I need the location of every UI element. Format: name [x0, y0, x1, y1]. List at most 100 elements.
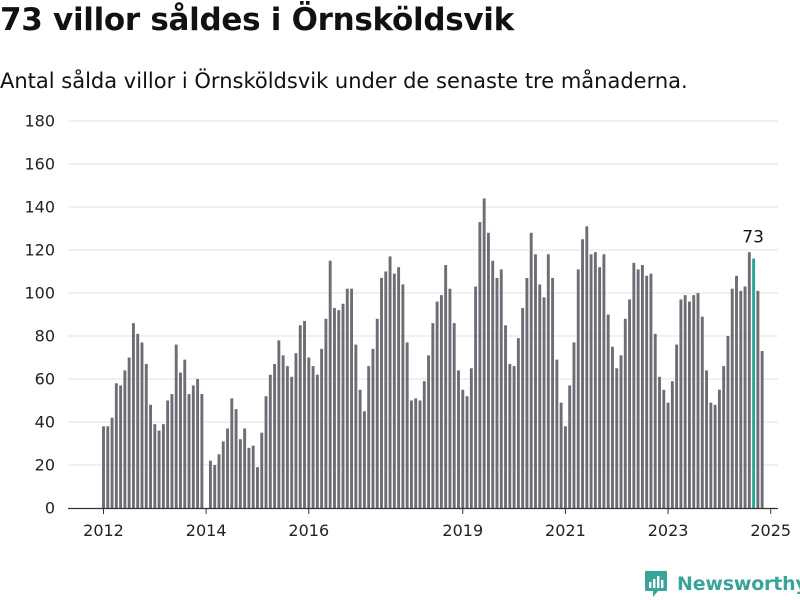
- bar: [371, 348, 375, 508]
- bar: [362, 411, 366, 508]
- bar: [700, 316, 704, 508]
- bar: [127, 357, 131, 508]
- bar: [735, 275, 738, 508]
- y-tick-label: 40: [35, 413, 55, 432]
- x-tick-label: 2016: [288, 521, 329, 540]
- bar: [174, 344, 178, 508]
- y-tick-label: 60: [35, 370, 55, 389]
- bar: [743, 286, 747, 508]
- x-tick-label: 2025: [750, 521, 791, 540]
- bar: [414, 398, 418, 508]
- bar: [320, 348, 324, 508]
- bar: [653, 333, 657, 508]
- x-tick-label: 2019: [442, 521, 483, 540]
- bar: [628, 299, 632, 508]
- bar: [615, 368, 619, 508]
- page-subtitle: Antal sålda villor i Örnsköldsvik under …: [0, 69, 688, 93]
- bar: [709, 402, 713, 508]
- bar: [315, 374, 319, 508]
- bar: [606, 314, 610, 508]
- y-tick-label: 180: [24, 112, 55, 131]
- x-tick-label: 2023: [648, 521, 689, 540]
- bar: [645, 275, 649, 508]
- bar: [303, 320, 306, 508]
- bar: [658, 376, 661, 508]
- brand-logo[interactable]: Newsworthy: [644, 569, 800, 599]
- bar: [675, 344, 679, 508]
- bar: [153, 424, 157, 508]
- bar: [187, 394, 191, 508]
- bar: [367, 366, 371, 508]
- bar: [705, 370, 709, 508]
- bar: [294, 353, 298, 508]
- bar: [170, 394, 174, 508]
- bar: [290, 376, 294, 508]
- bar: [474, 286, 478, 508]
- bar: [465, 396, 469, 508]
- bar: [217, 454, 221, 508]
- bar: [136, 333, 140, 508]
- bar: [183, 359, 187, 508]
- bar: [418, 400, 422, 508]
- bar: [670, 381, 674, 508]
- bar: [692, 295, 696, 508]
- bar: [281, 355, 285, 508]
- bar: [623, 318, 627, 508]
- bar: [662, 389, 666, 508]
- bar: [568, 385, 572, 508]
- y-tick-label: 160: [24, 155, 55, 174]
- bar: [730, 288, 734, 508]
- bar: [632, 262, 636, 508]
- bar: [149, 404, 152, 508]
- bar: [666, 402, 670, 508]
- page-title: 73 villor såldes i Örnsköldsvik: [0, 2, 514, 38]
- bar: [435, 301, 439, 508]
- bar: [200, 394, 204, 508]
- bar: [486, 232, 490, 509]
- bar: [243, 428, 247, 508]
- bar: [131, 323, 135, 508]
- bar: [538, 284, 542, 508]
- bar: [298, 325, 302, 508]
- bar: [234, 409, 238, 508]
- bar: [457, 370, 460, 508]
- bar: [230, 398, 234, 508]
- bar: [380, 277, 383, 508]
- bar: [333, 308, 336, 508]
- bar: [649, 273, 653, 508]
- bar: [521, 308, 525, 508]
- bar: [213, 465, 217, 508]
- x-tick-label: 2014: [186, 521, 227, 540]
- data-label-latest: 73: [742, 228, 764, 248]
- bar: [102, 426, 105, 508]
- bar: [512, 366, 516, 508]
- bar: [576, 269, 580, 508]
- bar: [461, 389, 465, 508]
- bar: [598, 267, 602, 508]
- bar: [747, 252, 751, 508]
- bar: [264, 396, 268, 508]
- bar: [106, 426, 110, 508]
- bar: [636, 269, 640, 508]
- bar: [285, 366, 289, 508]
- bar: [452, 323, 456, 508]
- bar: [422, 381, 426, 508]
- bar: [508, 363, 512, 508]
- y-tick-label: 120: [24, 241, 55, 260]
- bar: [161, 424, 165, 508]
- bar: [491, 260, 495, 508]
- bar: [358, 389, 362, 508]
- bar: [611, 346, 614, 508]
- bar: [388, 256, 392, 508]
- bar: [208, 460, 212, 508]
- bar: [350, 288, 354, 508]
- bar: [337, 310, 341, 508]
- bar: [478, 222, 482, 509]
- bar: [375, 318, 379, 508]
- bar: [602, 254, 606, 508]
- bar: [273, 363, 277, 508]
- bar: [572, 342, 576, 508]
- bar: [448, 288, 452, 508]
- bar: [123, 370, 127, 508]
